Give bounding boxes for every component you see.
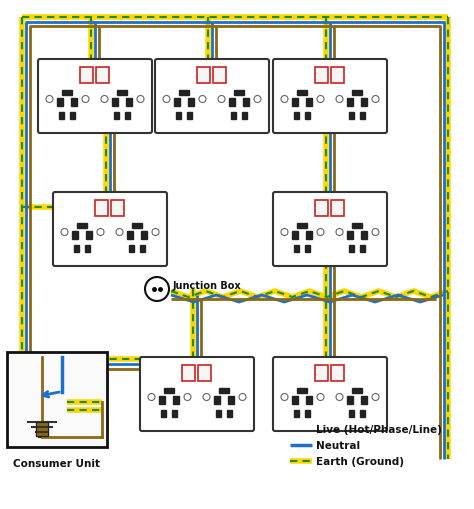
FancyBboxPatch shape [38,60,152,134]
Bar [115,113,119,120]
Bar [316,201,328,216]
Bar [198,68,210,84]
Bar [228,410,233,417]
Bar [292,396,299,404]
Bar [231,113,237,120]
Bar [349,113,355,120]
Bar [57,99,64,107]
Bar [81,68,93,84]
FancyBboxPatch shape [273,60,387,134]
Bar [7,352,107,446]
Bar [36,421,48,436]
Bar [307,232,312,240]
Bar [63,91,73,96]
Text: Neutral: Neutral [316,440,360,450]
Bar [362,232,367,240]
Bar [353,223,363,229]
Bar [292,232,299,240]
Bar [307,99,312,107]
FancyBboxPatch shape [53,192,167,267]
Bar [235,91,245,96]
Bar [182,365,195,381]
Bar [199,365,211,381]
FancyBboxPatch shape [140,357,254,431]
Bar [229,99,236,107]
Bar [85,245,91,252]
Bar [74,245,80,252]
Bar [213,68,227,84]
Bar [331,201,345,216]
Bar [316,68,328,84]
Bar [174,99,181,107]
Bar [349,245,355,252]
Bar [129,245,135,252]
Bar [127,99,133,107]
Bar [73,232,79,240]
Bar [60,113,64,120]
Bar [349,410,355,417]
Bar [316,365,328,381]
Bar [126,113,130,120]
Bar [71,113,75,120]
Bar [353,91,363,96]
Text: Junction Box: Junction Box [173,280,242,291]
Bar [140,245,146,252]
Bar [188,113,192,120]
Bar [307,396,312,404]
Bar [173,396,180,404]
Bar [294,113,300,120]
Bar [292,99,299,107]
Bar [361,410,365,417]
Bar [353,388,363,393]
Bar [217,410,221,417]
Bar [95,201,109,216]
Bar [118,91,128,96]
Bar [244,99,249,107]
Bar [111,201,125,216]
Bar [361,245,365,252]
Bar [361,113,365,120]
Bar [298,388,308,393]
Bar [133,223,143,229]
Bar [347,232,354,240]
Bar [142,232,147,240]
Bar [347,396,354,404]
Bar [180,91,190,96]
Bar [362,396,367,404]
Bar [128,232,134,240]
Bar [331,68,345,84]
Bar [173,410,177,417]
Text: Earth (Ground): Earth (Ground) [316,456,404,466]
Bar [176,113,182,120]
Bar [162,410,166,417]
Bar [294,245,300,252]
Bar [97,68,109,84]
Bar [298,91,308,96]
Bar [306,113,310,120]
Bar [36,421,48,436]
Bar [243,113,247,120]
Bar [159,396,165,404]
FancyBboxPatch shape [155,60,269,134]
Text: Consumer Unit: Consumer Unit [13,459,100,469]
Text: Live (Hot/Phase/Line): Live (Hot/Phase/Line) [316,424,442,434]
Bar [164,388,174,393]
FancyBboxPatch shape [273,357,387,431]
Bar [331,365,345,381]
Bar [228,396,235,404]
FancyBboxPatch shape [273,192,387,267]
Bar [112,99,118,107]
Bar [347,99,354,107]
Bar [219,388,229,393]
Bar [306,245,310,252]
Bar [294,410,300,417]
Bar [215,396,220,404]
Bar [306,410,310,417]
Bar [298,223,308,229]
Bar [78,223,88,229]
Bar [189,99,194,107]
Bar [362,99,367,107]
Bar [86,232,92,240]
Bar [72,99,78,107]
